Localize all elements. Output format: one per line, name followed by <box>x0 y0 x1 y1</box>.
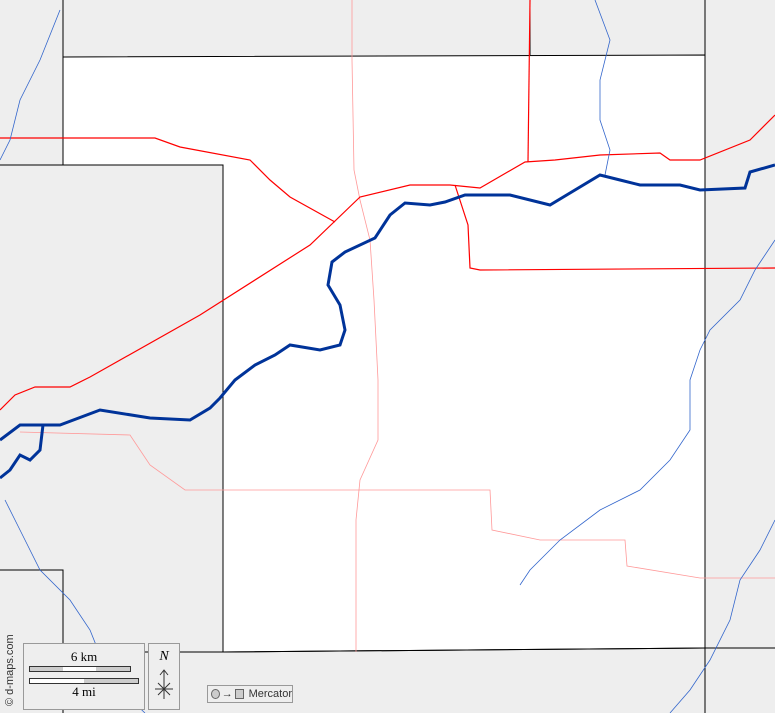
scale-bar: 6 km 4 mi <box>23 643 145 710</box>
highways <box>0 0 775 411</box>
major-river-branch <box>0 424 45 480</box>
north-label: N <box>159 649 169 664</box>
projection-label-box: → Mercator <box>207 685 293 703</box>
scale-mi-bar <box>29 678 139 684</box>
projection-label: Mercator <box>248 688 292 700</box>
circle-icon <box>211 689 220 699</box>
compass: N <box>148 643 180 710</box>
major-river <box>0 163 775 442</box>
minor-roads <box>19 0 775 652</box>
scale-km-bar <box>29 666 131 672</box>
arrow-icon: → <box>221 688 233 700</box>
square-icon <box>234 689 244 699</box>
scale-mi-label: 4 mi <box>72 684 96 699</box>
copyright-text: © d-maps.com <box>4 634 16 706</box>
scale-km-label: 6 km <box>70 649 98 664</box>
compass-arrow-icon <box>155 669 173 699</box>
